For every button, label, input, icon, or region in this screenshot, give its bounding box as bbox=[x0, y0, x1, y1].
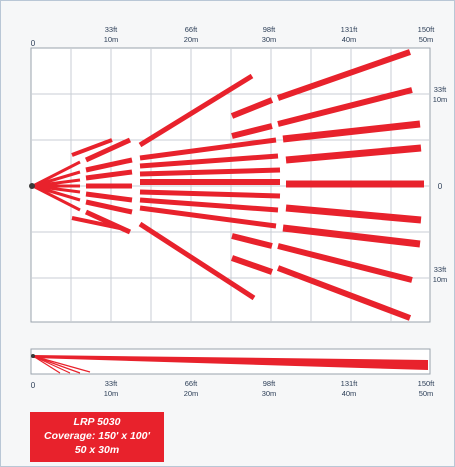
top-tick-m: 40m bbox=[342, 35, 357, 44]
bottom-tick-ft: 150ft bbox=[418, 379, 436, 388]
product-label: LRP 5030 Coverage: 150' x 100' 50 x 30m bbox=[30, 412, 164, 462]
top-tick-ft: 33ft bbox=[105, 25, 118, 34]
metric-line: 50 x 30m bbox=[74, 444, 120, 456]
right-lower-m: 10m bbox=[433, 275, 448, 284]
top-tick-ft: 66ft bbox=[185, 25, 198, 34]
bottom-axis-origin-label: 0 bbox=[31, 381, 36, 390]
bottom-tick-m: 10m bbox=[104, 389, 119, 398]
bottom-tick-m: 30m bbox=[262, 389, 277, 398]
right-center-label: 0 bbox=[438, 182, 443, 191]
top-tick-ft: 150ft bbox=[418, 25, 436, 34]
bottom-tick-ft: 131ft bbox=[341, 379, 359, 388]
coverage-line: Coverage: 150' x 100' bbox=[44, 430, 150, 442]
right-upper-ft: 33ft bbox=[434, 85, 447, 94]
bottom-tick-m: 40m bbox=[342, 389, 357, 398]
bottom-tick-m: 20m bbox=[184, 389, 199, 398]
top-tick-ft: 98ft bbox=[263, 25, 276, 34]
bottom-axis: 0 33ft 10m 66ft 20m 98ft 30m 131ft 40m 1… bbox=[31, 379, 435, 398]
product-model: LRP 5030 bbox=[73, 416, 121, 428]
top-tick-m: 10m bbox=[104, 35, 119, 44]
top-tick-ft: 131ft bbox=[341, 25, 359, 34]
bottom-tick-ft: 33ft bbox=[105, 379, 118, 388]
top-tick-m: 20m bbox=[184, 35, 199, 44]
right-upper-m: 10m bbox=[433, 95, 448, 104]
right-lower-ft: 33ft bbox=[434, 265, 447, 274]
top-tick-m: 30m bbox=[262, 35, 277, 44]
top-tick-m: 50m bbox=[419, 35, 434, 44]
top-axis-origin-label: 0 bbox=[31, 39, 36, 48]
side-view bbox=[30, 348, 431, 375]
top-view-beams bbox=[32, 49, 424, 321]
right-axis: 33ft 10m 0 33ft 10m bbox=[433, 85, 448, 284]
bottom-tick-ft: 66ft bbox=[185, 379, 198, 388]
bottom-tick-m: 50m bbox=[419, 389, 434, 398]
bottom-tick-ft: 98ft bbox=[263, 379, 276, 388]
top-axis: 0 33ft 10m 66ft 20m 98ft 30m 131ft 40m 1… bbox=[31, 25, 435, 48]
sensor-origin-point bbox=[29, 183, 35, 189]
